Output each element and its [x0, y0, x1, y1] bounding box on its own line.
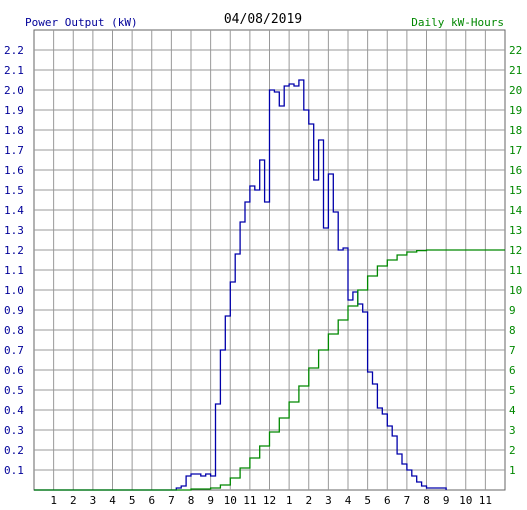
- x-tick-label: 8: [188, 494, 195, 507]
- y-axis-left-label: Power Output (kW): [25, 16, 138, 29]
- y-right-tick-label: 12: [509, 244, 522, 257]
- y-left-tick-label: 0.3: [4, 424, 24, 437]
- x-tick-label: 6: [148, 494, 155, 507]
- y-right-tick-label: 17: [509, 144, 522, 157]
- x-tick-label: 2: [305, 494, 312, 507]
- y-right-tick-label: 7: [509, 344, 516, 357]
- y-right-tick-label: 14: [509, 204, 523, 217]
- y-right-tick-label: 18: [509, 124, 522, 137]
- x-tick-label: 10: [224, 494, 237, 507]
- y-left-tick-label: 1.0: [4, 284, 24, 297]
- x-tick-label: 7: [168, 494, 175, 507]
- y-right-tick-label: 3: [509, 424, 516, 437]
- x-tick-label: 4: [109, 494, 116, 507]
- x-tick-label: 7: [404, 494, 411, 507]
- y-left-tick-label: 1.2: [4, 244, 24, 257]
- y-right-tick-label: 4: [509, 404, 516, 417]
- x-tick-label: 3: [90, 494, 97, 507]
- power-series-line: [34, 79, 447, 491]
- y-left-tick-label: 1.3: [4, 224, 24, 237]
- y-left-tick-label: 2.0: [4, 84, 24, 97]
- y-right-tick-label: 11: [509, 264, 522, 277]
- y-left-tick-label: 1.7: [4, 144, 24, 157]
- chart-title: 04/08/2019: [224, 12, 302, 27]
- x-tick-label: 9: [443, 494, 450, 507]
- y-left-tick-label: 2.2: [4, 44, 24, 57]
- y-right-tick-label: 10: [509, 284, 522, 297]
- y-right-tick-label: 21: [509, 64, 522, 77]
- x-tick-label: 6: [384, 494, 391, 507]
- x-tick-label: 1: [286, 494, 293, 507]
- y-left-tick-label: 0.7: [4, 344, 24, 357]
- y-left-tick-label: 1.6: [4, 164, 24, 177]
- x-tick-label: 1: [50, 494, 57, 507]
- y-left-tick-label: 1.8: [4, 124, 24, 137]
- y-right-tick-label: 5: [509, 384, 516, 397]
- x-tick-label: 9: [207, 494, 214, 507]
- y-right-tick-label: 19: [509, 104, 522, 117]
- y-left-tick-label: 1.4: [4, 204, 24, 217]
- y-right-tick-label: 16: [509, 164, 522, 177]
- x-tick-label: 5: [364, 494, 371, 507]
- x-tick-label: 11: [479, 494, 492, 507]
- y-left-tick-label: 0.9: [4, 304, 24, 317]
- y-left-tick-label: 2.1: [4, 64, 24, 77]
- y-left-tick-label: 0.6: [4, 364, 24, 377]
- axes: 1 2 3 4 5 6 7 8 9 10 11 12 1 2 3 4 5 6 7 8 9 10 110.10.20.30.4…: [4, 44, 523, 507]
- x-tick-label: 3: [325, 494, 332, 507]
- y-left-tick-label: 1.1: [4, 264, 24, 277]
- x-tick-label: 5: [129, 494, 136, 507]
- y-left-tick-label: 0.8: [4, 324, 24, 337]
- y-right-tick-label: 8: [509, 324, 516, 337]
- y-right-tick-label: 15: [509, 184, 522, 197]
- x-tick-label: 11: [243, 494, 256, 507]
- y-left-tick-label: 0.2: [4, 444, 24, 457]
- y-left-tick-label: 0.4: [4, 404, 24, 417]
- y-right-tick-label: 9: [509, 304, 516, 317]
- x-tick-label: 10: [459, 494, 472, 507]
- y-right-tick-label: 6: [509, 364, 516, 377]
- y-right-tick-label: 22: [509, 44, 522, 57]
- x-tick-label: 2: [70, 494, 77, 507]
- y-right-tick-label: 13: [509, 224, 522, 237]
- y-axis-right-label: Daily kW-Hours: [411, 16, 504, 29]
- series-layer: [34, 79, 505, 491]
- x-tick-label: 12: [263, 494, 276, 507]
- energy-series-line: [34, 249, 505, 491]
- y-left-tick-label: 1.9: [4, 104, 24, 117]
- y-left-tick-label: 0.5: [4, 384, 24, 397]
- y-left-tick-label: 1.5: [4, 184, 24, 197]
- x-tick-label: 4: [345, 494, 352, 507]
- y-right-tick-label: 20: [509, 84, 522, 97]
- y-left-tick-label: 0.1: [4, 464, 24, 477]
- x-tick-label: 8: [423, 494, 430, 507]
- y-right-tick-label: 2: [509, 444, 516, 457]
- y-right-tick-label: 1: [509, 464, 516, 477]
